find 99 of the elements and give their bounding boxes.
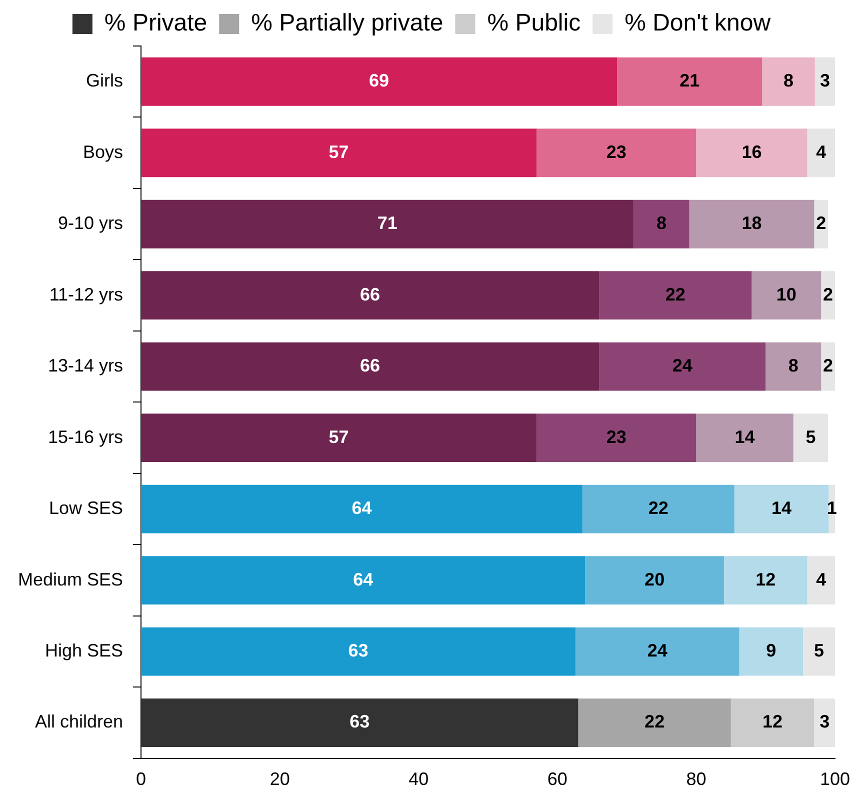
bar — [739, 627, 804, 676]
bar — [821, 271, 835, 320]
data-label: 23 — [606, 142, 626, 162]
data-label: 22 — [648, 498, 668, 518]
data-label: 66 — [360, 356, 380, 376]
bar — [141, 271, 600, 320]
bar — [141, 698, 578, 747]
data-label: 3 — [820, 712, 830, 732]
y-tick-label: All children — [34, 712, 124, 732]
data-label: 23 — [606, 426, 626, 447]
data-label: 12 — [762, 712, 783, 732]
data-label: 69 — [369, 70, 390, 91]
data-label: 10 — [776, 284, 796, 304]
bar — [807, 556, 835, 605]
data-label: 2 — [823, 356, 834, 376]
bar — [762, 57, 815, 106]
data-label: 24 — [672, 356, 692, 376]
y-tick-label: Medium SES — [18, 569, 124, 590]
data-label: 5 — [814, 640, 824, 661]
y-tick-label: 15-16 yrs — [48, 426, 124, 447]
bar — [536, 128, 696, 178]
data-label: 63 — [348, 640, 368, 661]
bar — [814, 200, 828, 248]
bar — [578, 698, 731, 747]
bar — [617, 57, 762, 106]
data-label: 4 — [816, 569, 826, 590]
data-label: 20 — [644, 569, 665, 590]
data-label: 24 — [647, 640, 668, 661]
bar — [582, 484, 734, 534]
legend-label: % Public — [487, 10, 581, 37]
data-label: 18 — [742, 213, 762, 234]
x-tick-label: 60 — [547, 769, 568, 790]
bar — [730, 698, 814, 747]
bar — [599, 271, 752, 320]
data-label: 22 — [644, 712, 665, 732]
bar — [141, 414, 537, 462]
data-label: 57 — [328, 426, 349, 447]
data-label: 2 — [823, 284, 834, 304]
y-tick-label: High SES — [44, 640, 124, 661]
bar — [752, 271, 822, 320]
data-label: 14 — [734, 426, 755, 447]
bar — [821, 342, 835, 391]
bar — [141, 57, 618, 106]
bar — [814, 698, 835, 747]
bar — [803, 627, 835, 676]
data-label: 64 — [353, 569, 374, 590]
data-label: 2 — [816, 213, 826, 234]
data-label: 12 — [756, 569, 776, 590]
bar — [141, 484, 582, 534]
bar — [696, 414, 794, 462]
data-label: 71 — [377, 213, 398, 234]
data-label: 63 — [350, 712, 370, 732]
legend-label: % Don't know — [624, 10, 772, 37]
y-tick-label: 11-12 yrs — [49, 284, 124, 304]
bar — [536, 414, 696, 462]
y-tick-label: Girls — [86, 70, 124, 91]
x-tick-label: 0 — [136, 769, 146, 790]
data-label: 21 — [680, 70, 700, 91]
bar — [793, 414, 828, 462]
data-label: 8 — [783, 70, 794, 91]
data-label: 64 — [352, 498, 372, 518]
bar — [141, 556, 586, 605]
bar — [141, 342, 600, 391]
bar — [766, 342, 822, 391]
bar — [634, 200, 690, 248]
data-label: 4 — [816, 142, 826, 162]
y-tick-label: Low SES — [48, 498, 124, 518]
bar — [141, 200, 634, 248]
bar — [575, 627, 740, 676]
bar — [724, 556, 808, 605]
data-label: 1 — [826, 498, 837, 518]
data-label: 22 — [665, 284, 686, 304]
y-tick-label: 13-14 yrs — [48, 356, 124, 376]
data-label: 8 — [656, 213, 667, 234]
x-tick-label: 20 — [270, 769, 290, 790]
bar — [814, 57, 835, 106]
data-label: 57 — [328, 142, 349, 162]
legend-label: % Partially private — [251, 10, 444, 37]
bar — [599, 342, 766, 391]
data-label: 9 — [766, 640, 776, 661]
y-tick-label: 9-10 yrs — [58, 213, 124, 234]
data-label: 14 — [772, 498, 792, 518]
x-tick-label: 100 — [820, 769, 850, 790]
data-label: 66 — [360, 284, 380, 304]
data-label: 16 — [742, 142, 762, 162]
bar — [141, 627, 576, 676]
bar — [689, 200, 814, 248]
bar — [734, 484, 829, 534]
legend-label: % Private — [104, 10, 208, 37]
bar — [141, 128, 537, 178]
bar — [585, 556, 724, 605]
bar — [807, 128, 835, 178]
data-label: 8 — [788, 356, 798, 376]
x-tick-label: 40 — [408, 769, 429, 790]
x-tick-label: 80 — [686, 769, 706, 790]
bar — [696, 128, 808, 178]
data-label: 3 — [820, 70, 830, 91]
data-label: 5 — [806, 426, 816, 447]
y-tick-label: Boys — [83, 142, 124, 162]
